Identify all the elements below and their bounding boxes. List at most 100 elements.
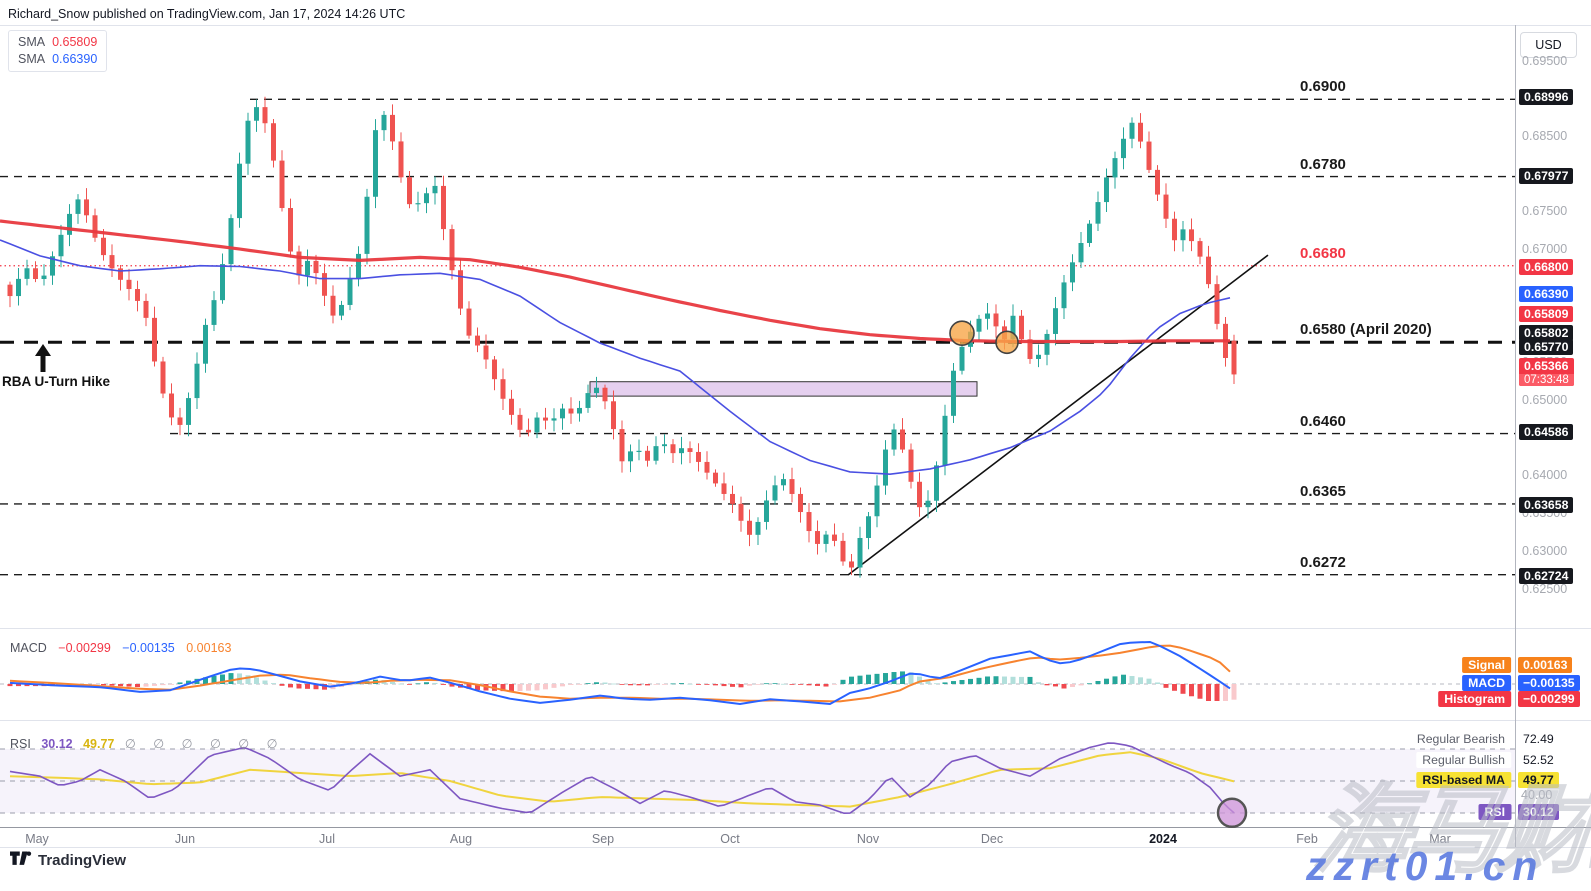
time-axis-label-feb: Feb bbox=[1296, 832, 1318, 846]
macd-histogram-bar bbox=[789, 684, 795, 685]
time-axis-label-aug: Aug bbox=[449, 832, 473, 846]
sma-slow-label: SMA bbox=[18, 35, 46, 49]
candle-body bbox=[466, 308, 472, 336]
macd-histogram-bar bbox=[143, 684, 149, 687]
candle-body bbox=[645, 450, 650, 461]
candle-body bbox=[237, 163, 242, 219]
indicator-scale-value: 0.00163 bbox=[1518, 657, 1573, 673]
candle-body bbox=[1129, 122, 1135, 139]
macd-histogram-bar bbox=[1129, 676, 1135, 684]
macd-histogram-bar bbox=[942, 682, 948, 684]
candles-layer bbox=[7, 96, 1237, 578]
macd-histogram-bar bbox=[874, 673, 880, 684]
macd-histogram-bar bbox=[288, 684, 293, 688]
macd-histogram-bar bbox=[772, 683, 778, 685]
candle-body bbox=[636, 450, 642, 453]
macd-histogram-bar bbox=[602, 682, 608, 684]
tradingview-brand-text[interactable]: TradingView bbox=[38, 851, 127, 869]
macd-histogram-bar bbox=[177, 682, 183, 684]
sma-slow-value: 0.65809 bbox=[52, 35, 98, 49]
candle-body bbox=[1197, 241, 1203, 257]
macd-histogram-value: −0.00299 bbox=[58, 641, 111, 655]
rsi-ma-line bbox=[9, 751, 1235, 808]
macd-histogram-bar bbox=[1155, 682, 1160, 684]
macd-legend: MACD −0.00299 −0.00135 0.00163 bbox=[10, 641, 239, 655]
macd-histogram-bar bbox=[1146, 678, 1152, 684]
time-axis-label-jun: Jun bbox=[174, 832, 196, 846]
macd-histogram-bar bbox=[738, 684, 744, 688]
price-scale-badge: 0.67977 bbox=[1519, 168, 1574, 184]
candle-body bbox=[41, 275, 47, 280]
time-axis-label-may: May bbox=[25, 832, 49, 846]
macd-histogram-bar bbox=[169, 684, 174, 685]
countdown-timer: 07:33:48 bbox=[1519, 374, 1574, 386]
candle-body bbox=[16, 278, 21, 297]
macd-histogram-bar bbox=[781, 683, 786, 685]
sma-fast-row: SMA 0.66390 bbox=[18, 51, 97, 68]
macd-histogram-bar bbox=[1019, 676, 1024, 684]
price-scale-badge: 0.65366 07:33:48 bbox=[1519, 358, 1574, 386]
candle-body bbox=[1146, 141, 1152, 170]
tradingview-logo-icon[interactable] bbox=[10, 851, 32, 869]
macd-histogram-bar bbox=[101, 684, 106, 686]
candle-body bbox=[92, 215, 98, 238]
candle-body bbox=[662, 444, 667, 447]
candle-body bbox=[823, 534, 829, 544]
macd-histogram-bar bbox=[662, 684, 667, 685]
candle-body bbox=[602, 387, 608, 402]
scale-tag-regular-bearish: Regular Bearish bbox=[1410, 731, 1511, 747]
macd-histogram-bar bbox=[322, 684, 327, 690]
candle-body bbox=[925, 500, 931, 508]
price-scale-badge: 0.62724 bbox=[1519, 568, 1574, 584]
candle-body bbox=[254, 107, 259, 121]
candle-body bbox=[696, 451, 701, 462]
level-label: 0.6580 (April 2020) bbox=[1300, 321, 1432, 339]
candle-body bbox=[101, 237, 106, 256]
candle-body bbox=[356, 253, 361, 279]
macd-histogram-bar bbox=[160, 684, 166, 686]
candle-body bbox=[177, 417, 183, 425]
price-scale-badge: 0.65809 bbox=[1519, 306, 1574, 322]
macd-histogram-bar bbox=[704, 684, 710, 685]
macd-histogram-bar bbox=[823, 684, 829, 687]
candle-body bbox=[1172, 218, 1177, 241]
candle-body bbox=[942, 415, 948, 466]
candle-body bbox=[543, 417, 548, 421]
rsi-empty-values: ∅ ∅ ∅ ∅ ∅ ∅ bbox=[124, 737, 285, 751]
macd-histogram-bar bbox=[908, 672, 914, 684]
scale-tag-histogram: Histogram bbox=[1438, 691, 1511, 707]
level-label: 0.6900 bbox=[1300, 78, 1346, 96]
candle-body bbox=[424, 193, 429, 204]
currency-unit-button[interactable]: USD bbox=[1520, 32, 1577, 58]
candle-body bbox=[1138, 122, 1143, 142]
macd-histogram-bar bbox=[636, 684, 642, 686]
rsi-indicator-label: RSI bbox=[10, 737, 31, 751]
macd-histogram-bar bbox=[126, 684, 132, 687]
candle-body bbox=[441, 185, 446, 230]
candle-body bbox=[985, 313, 990, 319]
candle-body bbox=[781, 479, 786, 486]
macd-histogram-bar bbox=[1027, 676, 1033, 684]
macd-histogram-bar bbox=[747, 684, 752, 686]
candle-body bbox=[1044, 333, 1050, 355]
macd-histogram-bar bbox=[390, 681, 395, 684]
price-scale-column[interactable]: 0.695000.685000.675000.670000.655000.650… bbox=[1515, 25, 1591, 847]
candle-body bbox=[908, 449, 914, 482]
macd-histogram-bar bbox=[220, 674, 225, 684]
candle-body bbox=[577, 407, 582, 414]
macd-histogram-bar bbox=[16, 684, 21, 687]
candle-body bbox=[390, 114, 395, 142]
macd-histogram-bar bbox=[619, 684, 625, 685]
candle-body bbox=[857, 537, 863, 568]
macd-histogram-bar bbox=[279, 684, 285, 686]
macd-histogram-bar bbox=[24, 684, 30, 687]
scale-tag-regular-bullish: Regular Bullish bbox=[1416, 752, 1511, 768]
candle-body bbox=[135, 289, 140, 301]
macd-histogram-bar bbox=[449, 684, 455, 687]
candle-body bbox=[58, 234, 64, 257]
macd-histogram-bar bbox=[271, 683, 276, 684]
indicator-scale-value: 52.52 bbox=[1523, 753, 1554, 767]
macd-histogram-bar bbox=[1002, 676, 1007, 684]
